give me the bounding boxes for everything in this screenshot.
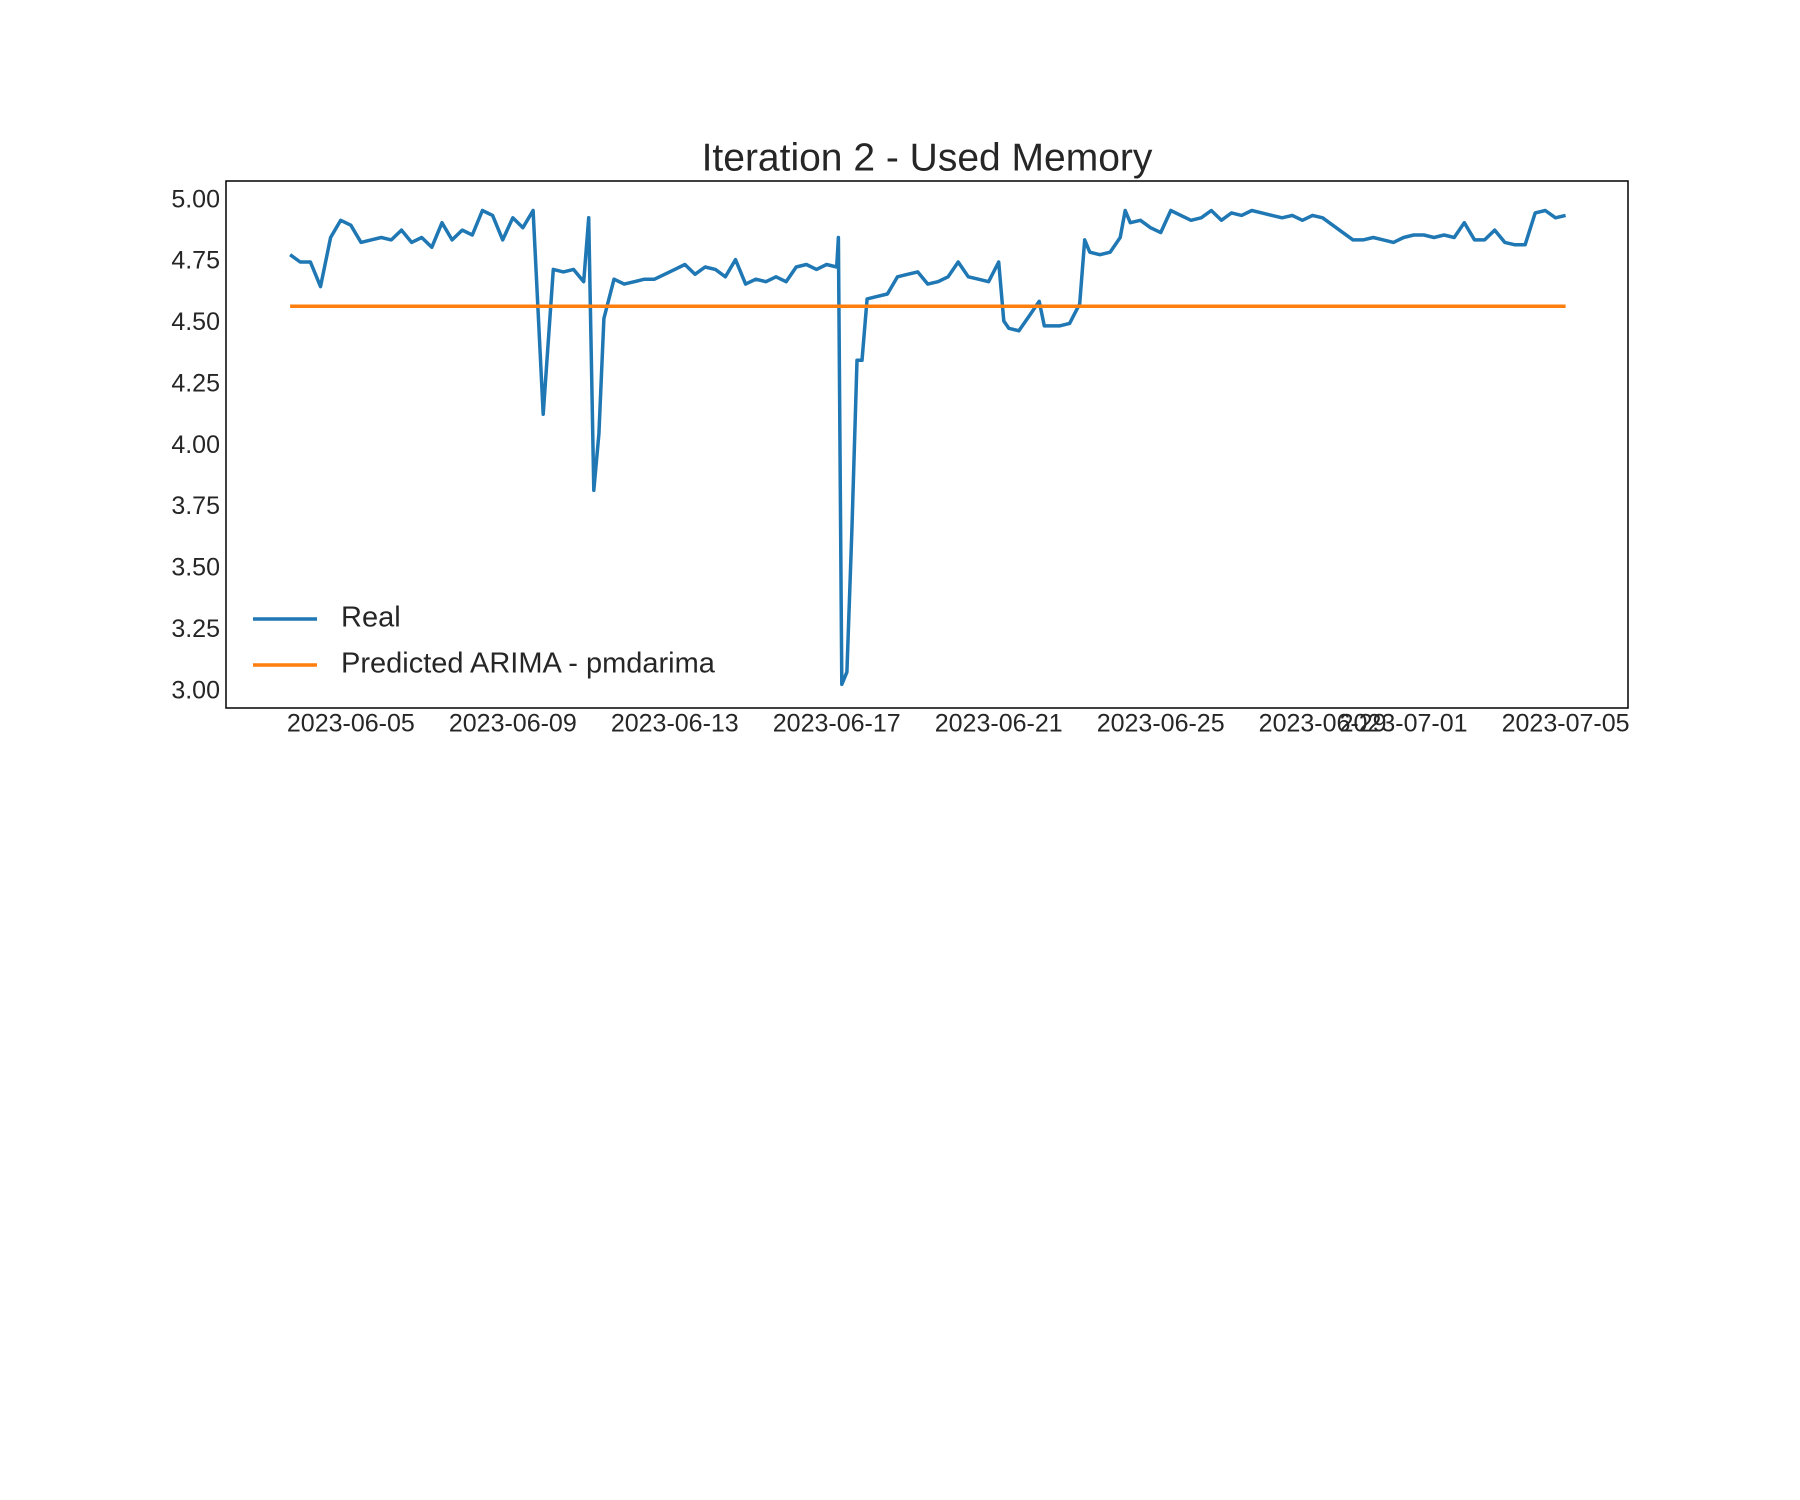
y-tick-label: 3.25 <box>171 615 220 643</box>
y-tick-label: 4.50 <box>171 308 220 336</box>
legend-label: Predicted ARIMA - pmdarima <box>341 648 716 680</box>
y-tick-label: 4.25 <box>171 369 220 397</box>
x-tick-label: 2023-06-13 <box>611 710 739 738</box>
x-tick-label: 2023-06-09 <box>449 710 577 738</box>
x-tick-label: 2023-06-21 <box>935 710 1063 738</box>
x-tick-label: 2023-06-25 <box>1097 710 1225 738</box>
y-tick-label: 3.00 <box>171 676 220 704</box>
y-tick-label: 5.00 <box>171 185 220 213</box>
x-tick-label: 2023-06-05 <box>287 710 415 738</box>
y-tick-label: 4.75 <box>171 247 220 275</box>
legend-label: Real <box>341 602 401 634</box>
x-tick-label: 2023-07-01 <box>1340 710 1468 738</box>
x-tick-label: 2023-06-17 <box>773 710 901 738</box>
series-line <box>289 208 1567 687</box>
y-tick-label: 3.50 <box>171 554 220 582</box>
x-tick-label: 2023-07-05 <box>1502 710 1630 738</box>
x-tick-label: 2023-06-29 <box>1259 710 1387 738</box>
y-tick-label: 4.00 <box>171 431 220 459</box>
y-tick-label: 3.75 <box>171 492 220 520</box>
plot-frame <box>225 180 1629 709</box>
chart-title: Iteration 2 - Used Memory <box>702 136 1153 179</box>
